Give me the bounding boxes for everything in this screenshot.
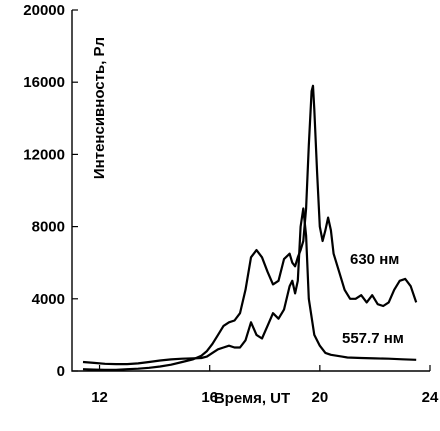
- x-axis: 12 16 20 24: [91, 365, 439, 406]
- y-tick-label: 0: [57, 363, 65, 380]
- series-label-630: 630 нм: [350, 251, 399, 268]
- y-tick-label: 16000: [23, 74, 65, 91]
- x-tick-label: 12: [91, 389, 108, 406]
- series-line-630: [82, 84, 418, 371]
- axes: [71, 10, 430, 372]
- x-axis-title: Время, UT: [214, 390, 290, 407]
- y-axis: 0 4000 8000 12000 16000 20000: [23, 2, 78, 380]
- x-tick-label: 20: [312, 389, 329, 406]
- y-tick-label: 12000: [23, 146, 65, 163]
- series-line-557: [82, 207, 417, 366]
- y-axis-title: Интенсивность, Рл: [91, 37, 108, 179]
- y-tick-label: 20000: [23, 2, 65, 19]
- y-tick-label: 4000: [32, 291, 65, 308]
- x-tick-label: 24: [422, 389, 439, 406]
- plot-frame: [71, 10, 430, 372]
- series-layer: [82, 84, 418, 371]
- y-tick-label: 8000: [32, 219, 65, 236]
- x-tick-label: 16: [201, 389, 218, 406]
- series-label-557: 557.7 нм: [342, 330, 404, 347]
